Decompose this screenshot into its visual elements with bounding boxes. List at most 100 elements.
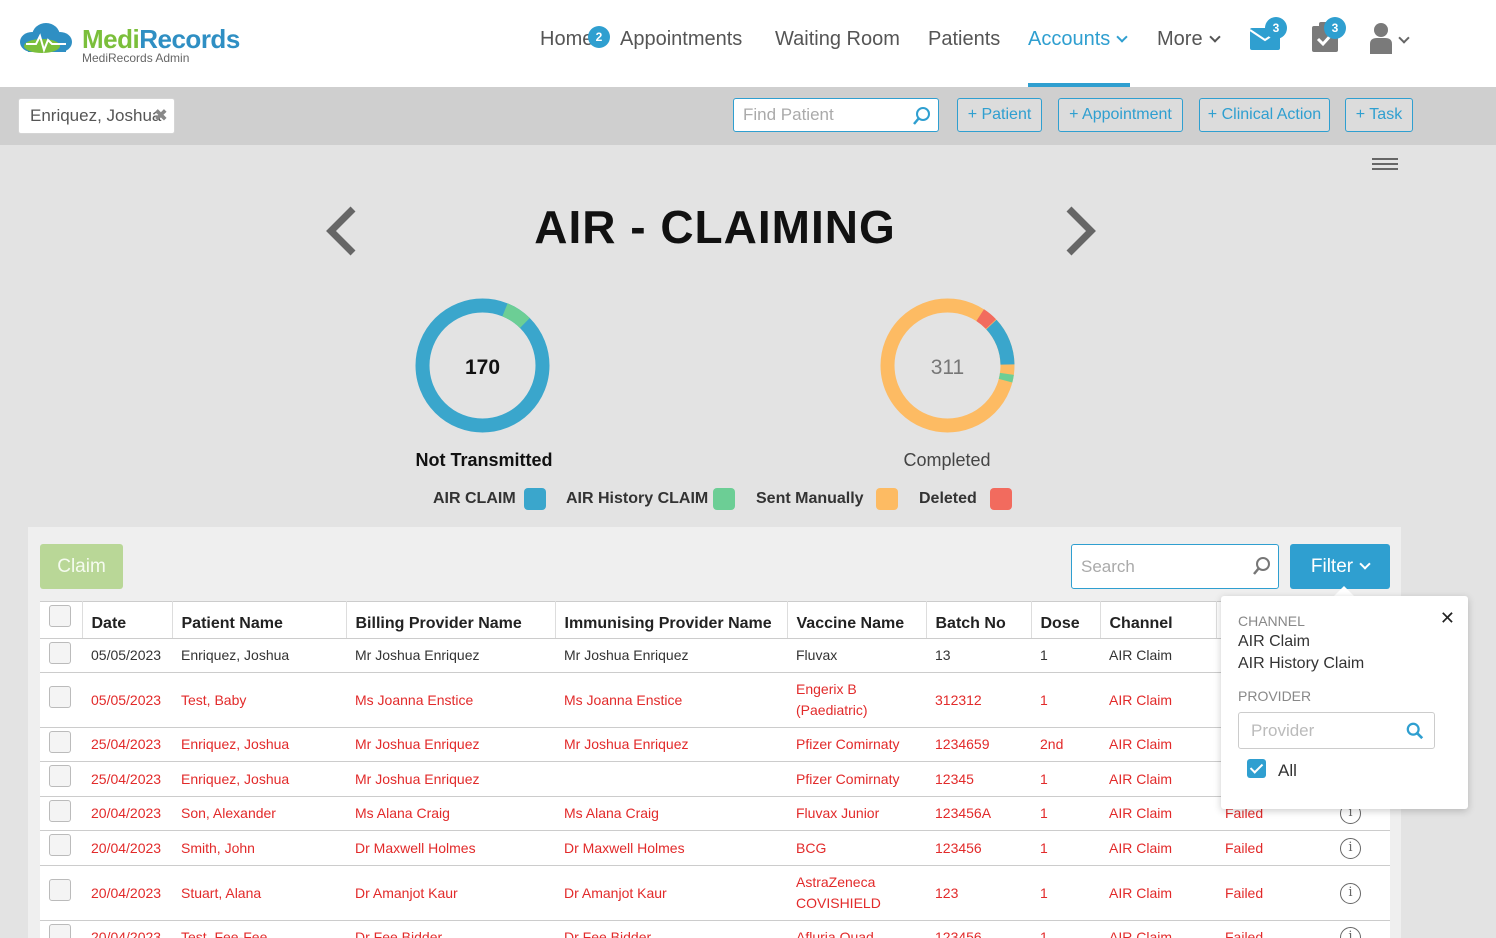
cell-channel: AIR Claim xyxy=(1100,761,1216,797)
table-row[interactable]: 25/04/2023 Enriquez, Joshua Mr Joshua En… xyxy=(40,727,1390,762)
claims-search-input[interactable] xyxy=(1072,545,1242,588)
row-checkbox[interactable] xyxy=(49,923,71,938)
filter-channel-air-history-claim[interactable]: AIR History Claim xyxy=(1238,655,1365,672)
medirecords-logo[interactable]: MediRecords MediRecords Admin xyxy=(18,20,258,70)
column-header-billing-provider[interactable]: Billing Provider Name xyxy=(346,601,556,639)
search-icon[interactable] xyxy=(1252,556,1272,576)
hamburger-menu-icon[interactable] xyxy=(1372,158,1398,173)
mail-badge: 3 xyxy=(1265,17,1287,39)
nav-accounts-label: Accounts xyxy=(1028,28,1111,50)
table-row[interactable]: 20/04/2023 Son, Alexander Ms Alana Craig… xyxy=(40,796,1390,831)
cell-date: 05/05/2023 xyxy=(82,672,172,728)
claims-search-field[interactable] xyxy=(1071,544,1279,589)
not-transmitted-donut[interactable]: 170 xyxy=(414,297,551,434)
add-appointment-button[interactable]: + Appointment xyxy=(1058,98,1183,132)
legend-sent-manually-label: Sent Manually xyxy=(756,490,864,507)
search-icon[interactable] xyxy=(912,106,932,126)
close-icon[interactable]: ✕ xyxy=(1439,608,1455,628)
filter-button[interactable]: Filter xyxy=(1290,544,1390,589)
nav-home[interactable]: Home xyxy=(540,28,594,50)
row-checkbox[interactable] xyxy=(49,799,71,822)
cell-patient: Son, Alexander xyxy=(172,796,346,831)
table-row[interactable]: 20/04/2023 Stuart, Alana Dr Amanjot Kaur… xyxy=(40,865,1390,921)
row-checkbox[interactable] xyxy=(49,834,71,856)
page-title: AIR - CLAIMING xyxy=(534,201,896,253)
cell-billing-provider: Mr Joshua Enriquez xyxy=(346,727,555,762)
nav-accounts[interactable]: Accounts xyxy=(1028,28,1128,51)
column-header-batch-no[interactable]: Batch No xyxy=(926,601,1032,639)
column-header-vaccine-name[interactable]: Vaccine Name xyxy=(787,601,927,639)
table-row[interactable]: 05/05/2023 Enriquez, Joshua Mr Joshua En… xyxy=(40,638,1390,673)
row-checkbox[interactable] xyxy=(49,765,71,787)
provider-search-input[interactable] xyxy=(1239,713,1399,748)
nav-patients[interactable]: Patients xyxy=(928,28,1001,50)
previous-arrow-icon[interactable] xyxy=(325,205,357,257)
table-row[interactable]: 05/05/2023 Test, Baby Ms Joanna Enstice … xyxy=(40,672,1390,728)
cell-billing-provider: Ms Alana Craig xyxy=(346,796,555,831)
cell-billing-provider: Mr Joshua Enriquez xyxy=(346,761,555,797)
filter-popup-caret xyxy=(1333,586,1355,597)
column-header-patient-name[interactable]: Patient Name xyxy=(172,601,347,639)
completed-donut[interactable]: 311 xyxy=(879,297,1016,434)
cell-dose: 1 xyxy=(1031,638,1100,673)
info-icon[interactable]: i xyxy=(1340,837,1361,859)
cell-immunising-provider: Ms Joanna Enstice xyxy=(555,672,787,728)
row-select-cell xyxy=(40,830,82,866)
cell-vaccine: Engerix B (Paediatric) xyxy=(787,672,926,728)
cell-status-with-info: Failed i xyxy=(1216,830,1390,866)
cell-dose: 1 xyxy=(1031,761,1100,797)
table-row[interactable]: 25/04/2023 Enriquez, Joshua Mr Joshua En… xyxy=(40,761,1390,797)
cell-billing-provider: Dr Fee Bidder xyxy=(346,920,555,938)
search-icon[interactable] xyxy=(1406,722,1424,740)
add-patient-button[interactable]: + Patient xyxy=(957,98,1042,132)
cell-batch: 123 xyxy=(926,865,1031,921)
cell-status: Failed xyxy=(1225,929,1264,938)
row-checkbox[interactable] xyxy=(49,879,71,901)
cell-batch: 312312 xyxy=(926,672,1031,728)
completed-count: 311 xyxy=(931,356,964,379)
column-header-dose[interactable]: Dose xyxy=(1031,601,1101,639)
cell-status: Failed xyxy=(1225,839,1264,856)
legend-air-history-claim-label: AIR History CLAIM xyxy=(566,490,709,507)
next-arrow-icon[interactable] xyxy=(1065,205,1097,257)
row-checkbox[interactable] xyxy=(49,730,71,753)
claim-button[interactable]: Claim xyxy=(40,544,123,589)
add-clinical-action-button[interactable]: + Clinical Action xyxy=(1199,98,1330,132)
row-select-cell xyxy=(40,920,82,938)
not-transmitted-label: Not Transmitted xyxy=(415,450,553,470)
info-icon[interactable]: i xyxy=(1340,927,1361,938)
select-all-header xyxy=(40,601,83,639)
table-row[interactable]: 20/04/2023 Smith, John Dr Maxwell Holmes… xyxy=(40,830,1390,866)
close-icon[interactable]: ✖ xyxy=(153,106,168,125)
filter-channel-air-claim[interactable]: AIR Claim xyxy=(1238,633,1311,650)
cell-date: 20/04/2023 xyxy=(82,920,172,938)
nav-appointments[interactable]: Appointments xyxy=(620,28,743,50)
find-patient-input[interactable] xyxy=(734,99,904,131)
legend-air-claim-swatch xyxy=(524,488,546,510)
cell-batch: 1234659 xyxy=(926,727,1031,762)
cell-status-with-info: Failed i xyxy=(1216,920,1390,938)
find-patient-field[interactable] xyxy=(733,98,939,132)
nav-more[interactable]: More xyxy=(1157,28,1221,51)
column-header-immunising-provider[interactable]: Immunising Provider Name xyxy=(555,601,788,639)
row-checkbox[interactable] xyxy=(49,641,71,664)
nav-waiting-room[interactable]: Waiting Room xyxy=(775,28,900,50)
all-providers-checkbox[interactable] xyxy=(1247,759,1266,778)
cell-batch: 12345 xyxy=(926,761,1031,797)
selected-patient-chip[interactable]: Enriquez, Joshua ✖ xyxy=(18,98,175,134)
row-checkbox[interactable] xyxy=(49,686,71,708)
provider-search-field[interactable] xyxy=(1238,712,1435,749)
cell-vaccine: Pfizer Comirnaty xyxy=(787,761,926,797)
cell-dose: 1 xyxy=(1031,920,1100,938)
table-row[interactable]: 20/04/2023 Test, Fee-Fee Dr Fee Bidder D… xyxy=(40,920,1390,938)
info-icon[interactable]: i xyxy=(1340,882,1361,904)
column-header-date[interactable]: Date xyxy=(82,601,173,639)
filter-provider-heading: PROVIDER xyxy=(1238,688,1312,704)
column-header-channel[interactable]: Channel xyxy=(1100,601,1217,639)
nav-more-label: More xyxy=(1157,28,1203,50)
add-task-button[interactable]: + Task xyxy=(1345,98,1413,132)
select-all-checkbox[interactable] xyxy=(49,605,71,627)
user-menu[interactable] xyxy=(1368,22,1414,56)
cell-channel: AIR Claim xyxy=(1100,672,1216,728)
legend-air-history-claim-swatch xyxy=(713,488,735,510)
